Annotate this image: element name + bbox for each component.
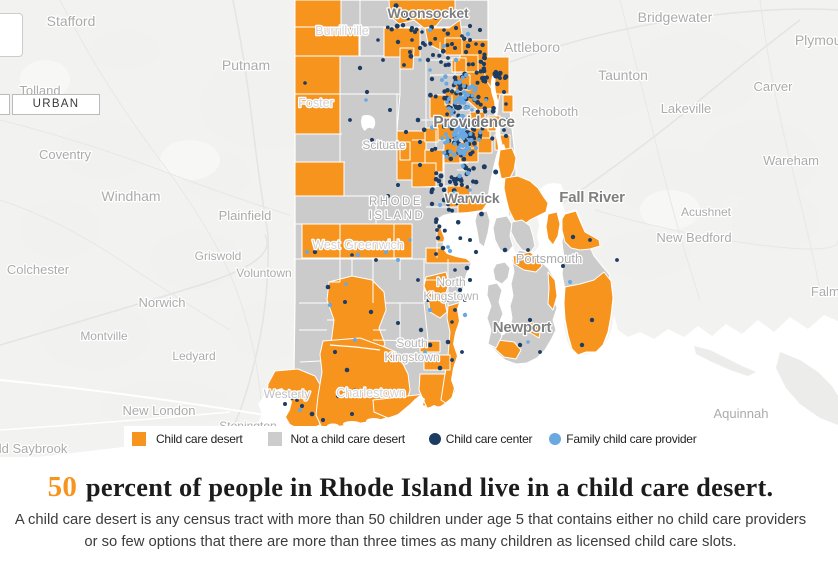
svg-text:Newport: Newport [493, 319, 552, 336]
svg-text:Coventry: Coventry [39, 147, 92, 162]
svg-text:Taunton: Taunton [598, 67, 648, 83]
svg-text:Bridgewater: Bridgewater [638, 9, 713, 25]
svg-text:Colchester: Colchester [7, 262, 70, 277]
svg-text:Kingstown: Kingstown [423, 289, 478, 303]
svg-text:Attleboro: Attleboro [504, 39, 560, 55]
svg-text:New London: New London [123, 403, 196, 418]
svg-text:Scituate: Scituate [362, 138, 406, 152]
svg-text:Plymouth: Plymouth [795, 32, 838, 48]
svg-text:Foster: Foster [298, 96, 333, 110]
svg-text:Montville: Montville [80, 329, 128, 343]
svg-text:Aquinnah: Aquinnah [714, 406, 769, 421]
svg-text:Ledyard: Ledyard [172, 349, 215, 363]
svg-text:New Bedford: New Bedford [656, 230, 731, 245]
svg-text:Fall River: Fall River [559, 189, 625, 206]
svg-text:Acushnet: Acushnet [681, 205, 732, 219]
svg-text:South: South [396, 336, 427, 350]
svg-text:Woonsocket: Woonsocket [388, 5, 470, 21]
svg-text:Stafford: Stafford [47, 13, 96, 29]
svg-text:Westerly: Westerly [264, 387, 310, 401]
svg-text:Carver: Carver [753, 79, 793, 94]
svg-text:Wareham: Wareham [763, 153, 819, 168]
svg-text:Windham: Windham [101, 188, 160, 204]
svg-text:Norwich: Norwich [139, 295, 186, 310]
svg-text:Warwick: Warwick [445, 190, 500, 206]
svg-text:Falmouth: Falmouth [811, 284, 838, 299]
svg-text:Old Saybrook: Old Saybrook [0, 441, 68, 456]
svg-text:West Greenwich: West Greenwich [312, 238, 404, 252]
svg-text:Burrillville: Burrillville [315, 24, 369, 38]
svg-text:RHODE: RHODE [369, 196, 423, 208]
svg-text:Charlestown: Charlestown [336, 386, 406, 400]
svg-text:ISLAND: ISLAND [369, 210, 426, 222]
svg-text:Providence: Providence [433, 114, 515, 131]
svg-text:Lakeville: Lakeville [661, 101, 712, 116]
svg-text:Putnam: Putnam [222, 57, 270, 73]
svg-text:Griswold: Griswold [195, 249, 242, 263]
svg-text:Portsmouth: Portsmouth [516, 251, 582, 266]
svg-text:Voluntown: Voluntown [236, 266, 291, 280]
svg-text:Rehoboth: Rehoboth [522, 104, 578, 119]
svg-text:North: North [436, 275, 465, 289]
svg-text:Kingstown: Kingstown [384, 350, 439, 364]
svg-text:Plainfield: Plainfield [219, 208, 272, 223]
